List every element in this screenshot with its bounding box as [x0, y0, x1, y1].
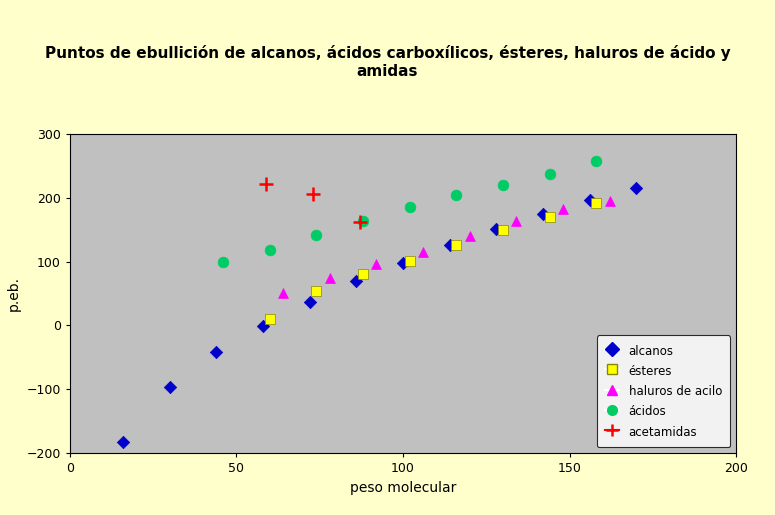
Point [537, 210, 549, 218]
Point [370, 260, 383, 268]
Point [404, 257, 416, 265]
Point [630, 183, 642, 192]
Point [264, 246, 276, 254]
Point [164, 383, 176, 391]
Point [310, 287, 322, 295]
Point [510, 217, 522, 226]
Point [264, 315, 276, 323]
X-axis label: peso molecular: peso molecular [350, 481, 456, 495]
Point [397, 259, 409, 267]
Point [450, 241, 463, 249]
Y-axis label: p.eb.: p.eb. [7, 276, 21, 311]
Point [353, 218, 366, 226]
Point [404, 202, 416, 211]
Point [356, 270, 369, 279]
Point [543, 170, 556, 178]
Point [450, 191, 463, 199]
Point [260, 180, 273, 188]
Point [257, 322, 269, 330]
Point [543, 213, 556, 221]
Point [304, 298, 316, 306]
Text: Puntos de ebullición de alcanos, ácidos carboxílicos, ésteres, haluros de ácido : Puntos de ebullición de alcanos, ácidos … [45, 45, 730, 78]
Point [443, 241, 456, 249]
Point [556, 204, 569, 213]
Point [350, 277, 363, 285]
Point [217, 258, 229, 266]
Point [417, 248, 429, 256]
Point [307, 190, 319, 198]
Point [356, 217, 369, 225]
Point [490, 225, 502, 233]
Point [604, 197, 616, 205]
Point [584, 196, 596, 204]
Point [463, 232, 476, 240]
Point [590, 199, 602, 207]
Point [210, 348, 222, 356]
Point [590, 157, 602, 165]
Point [277, 289, 289, 297]
Point [497, 226, 509, 234]
Legend: alcanos, ésteres, haluros de acilo, ácidos, acetamidas: alcanos, ésteres, haluros de acilo, ácid… [597, 335, 730, 448]
Point [310, 231, 322, 239]
Point [323, 274, 336, 282]
Point [497, 181, 509, 189]
Point [117, 438, 129, 447]
